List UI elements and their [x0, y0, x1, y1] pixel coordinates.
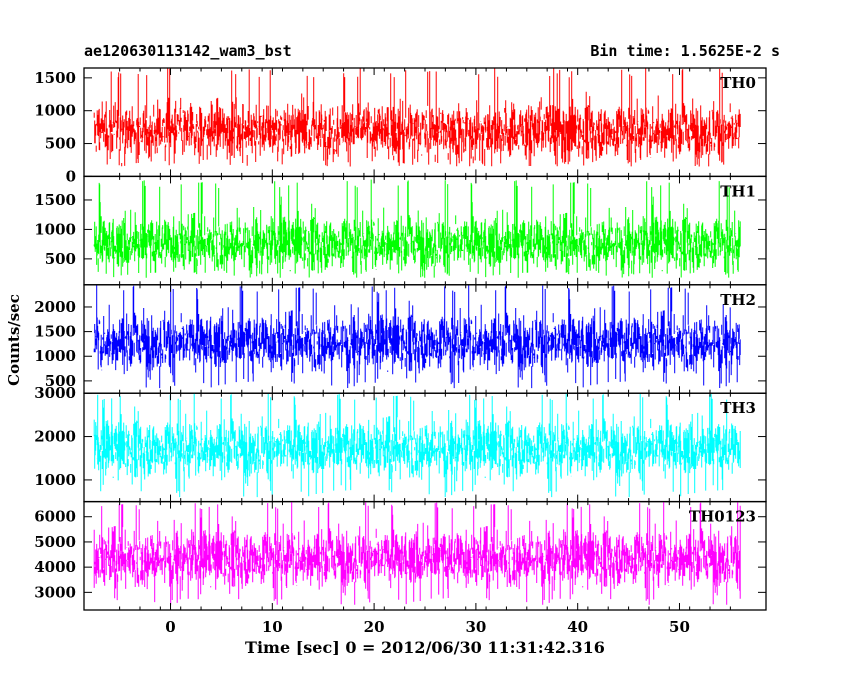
y-tick-label: 4000 [34, 558, 76, 576]
x-tick-label: 0 [165, 618, 175, 636]
y-axis-label: Counts/sec [5, 294, 23, 386]
bin-time-label: Bin time: 1.5625E-2 s [590, 42, 780, 60]
panel-label: TH0123 [689, 508, 756, 526]
y-tick-label: 1000 [34, 471, 76, 489]
y-tick-label: 500 [45, 372, 76, 390]
panel-label: TH1 [720, 182, 756, 200]
series-th0123 [93, 501, 741, 605]
x-tick-label: 20 [364, 618, 385, 636]
chart-title: ae120630113142_wam3_bst [84, 42, 292, 60]
y-tick-label: 2000 [34, 428, 76, 446]
y-tick-label: 3000 [34, 583, 76, 601]
y-tick-label: 1000 [34, 102, 76, 120]
y-tick-label: 1500 [34, 323, 76, 341]
panel-th0: 0 500 1000 1500 TH0 [34, 67, 767, 185]
panel-th2: 500 1000 1500 2000 TH2 [34, 284, 767, 394]
y-tick-label: 6000 [34, 508, 76, 526]
y-tick-label: 1000 [34, 347, 76, 365]
y-tick-label: 500 [45, 135, 76, 153]
y-tick-label: 0 [66, 167, 76, 185]
x-tick-label: 50 [669, 618, 690, 636]
series-th3 [93, 393, 741, 498]
series-th0 [93, 68, 741, 167]
y-tick-label: 1500 [34, 69, 76, 87]
panel-th1: 500 1000 1500 TH1 [34, 175, 767, 286]
y-tick-label: 1000 [34, 220, 76, 238]
series-th1 [93, 179, 741, 278]
y-tick-label: 5000 [34, 533, 76, 551]
x-axis-label: Time [sec] 0 = 2012/06/30 11:31:42.316 [245, 638, 605, 657]
panel-label: TH2 [720, 291, 756, 309]
series-th2 [93, 285, 741, 389]
y-tick-label: 2000 [34, 298, 76, 316]
x-tick-label: 30 [465, 618, 486, 636]
y-tick-label: 1500 [34, 191, 76, 209]
x-tick-label: 10 [262, 618, 283, 636]
x-tick-label: 40 [567, 618, 588, 636]
panel-th3: 1000 2000 3000 TH3 [34, 384, 767, 503]
y-tick-label: 3000 [34, 384, 76, 402]
panel-label: TH3 [720, 399, 756, 417]
y-tick-label: 500 [45, 250, 76, 268]
panel-th0123: 3000 4000 5000 6000 TH0123 [34, 500, 767, 611]
panel-label: TH0 [720, 74, 756, 92]
